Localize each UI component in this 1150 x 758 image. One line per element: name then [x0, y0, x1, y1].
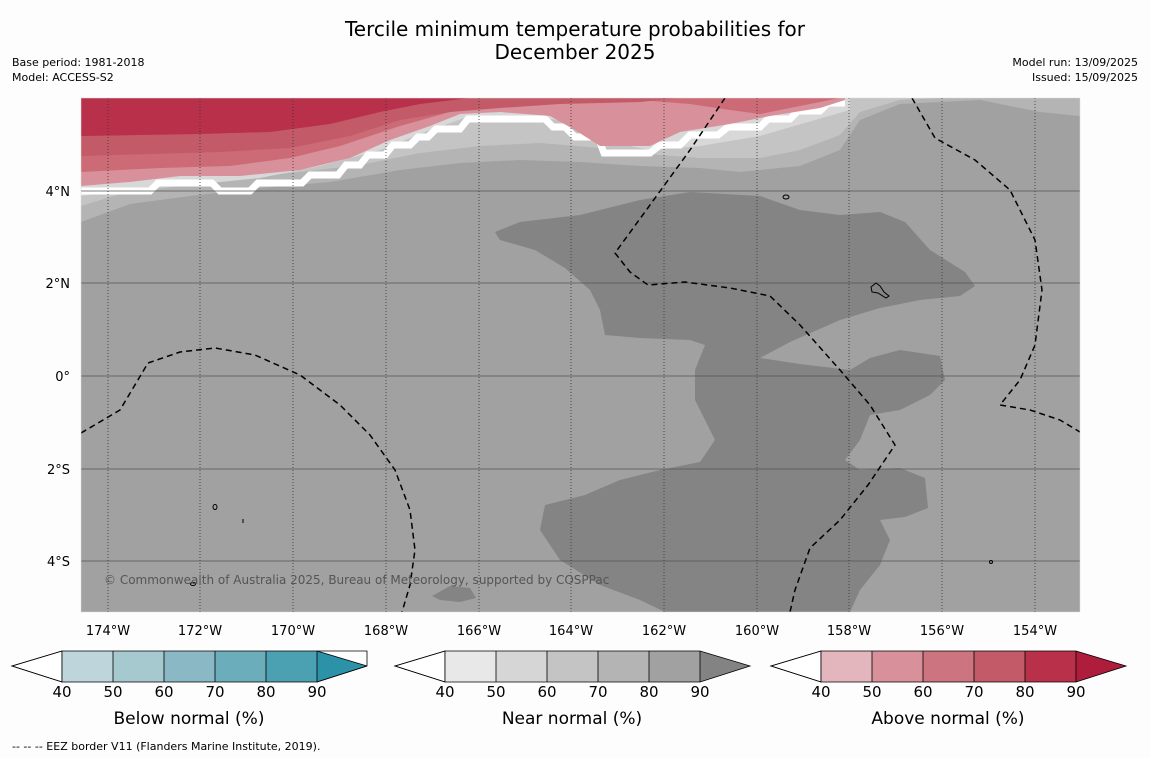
- no-signal-gap: [81, 99, 845, 195]
- cbar-above-swatch: [872, 651, 923, 682]
- cbar-near-swatch: [598, 651, 649, 682]
- colorbar-below-title: Below normal (%): [113, 709, 265, 729]
- island-d: [989, 560, 993, 564]
- cbar-tick: 70: [205, 683, 225, 701]
- cbar-tick: 40: [52, 683, 72, 701]
- cbar-below-swatch: [266, 651, 317, 682]
- lon-label: 166°W: [457, 624, 501, 639]
- cbar-near-swatch: [445, 651, 496, 682]
- lat-label: 2°S: [47, 463, 70, 478]
- island-b: [212, 504, 218, 510]
- islands: [190, 194, 993, 586]
- meta-left: Base period: 1981-2018 Model: ACCESS-S2: [12, 55, 144, 85]
- cbar-below-swatch: [215, 651, 266, 682]
- latitude-labels: 4°N 2°N 0° 2°S 4°S: [46, 185, 71, 570]
- base-period: Base period: 1981-2018: [12, 56, 145, 69]
- lat-label: 2°N: [46, 277, 71, 292]
- cbar-above-swatch: [1076, 651, 1126, 682]
- lon-label: 164°W: [549, 624, 593, 639]
- cbar-tick: 50: [103, 683, 123, 701]
- cbar-near-swatch: [496, 651, 547, 682]
- lon-label: 172°W: [178, 624, 222, 639]
- eez-border-west: [81, 347, 416, 612]
- cbar-tick: 80: [1015, 683, 1035, 701]
- colorbar-near-normal: [393, 650, 752, 683]
- eez-borders: [81, 98, 1080, 612]
- cbar-tick: 60: [154, 683, 174, 701]
- cbar-above-swatch: [1025, 651, 1076, 682]
- cbar-tick: 60: [537, 683, 557, 701]
- cbar-above-swatch: [974, 651, 1025, 682]
- longitude-labels: 174°W 172°W 170°W 168°W 166°W 164°W 162°…: [86, 624, 1057, 639]
- cbar-tick: 40: [811, 683, 831, 701]
- lon-label: 170°W: [271, 624, 315, 639]
- lon-label: 158°W: [827, 624, 871, 639]
- cbar-tick: 50: [486, 683, 506, 701]
- cbar-tick: 80: [256, 683, 276, 701]
- copyright-notice: © Commonwealth of Australia 2025, Bureau…: [104, 573, 609, 587]
- cbar-tick: 70: [964, 683, 984, 701]
- near-normal-90-islet: [432, 586, 476, 602]
- lat-label: 0°: [55, 370, 70, 385]
- island-kiritimati: [870, 282, 890, 299]
- lon-label: 154°W: [1013, 624, 1057, 639]
- cbar-below-swatch: [317, 651, 367, 682]
- cbar-near-swatch: [700, 651, 750, 682]
- island-a: [782, 194, 790, 200]
- map-title: Tercile minimum temperature probabilitie…: [344, 17, 806, 64]
- eez-legend-note: -- -- -- EEZ border V11 (Flanders Marine…: [12, 740, 321, 753]
- colorbar-above-title: Above normal (%): [871, 709, 1025, 729]
- cbar-above-swatch: [821, 651, 872, 682]
- cbar-tick: 80: [639, 683, 659, 701]
- cbar-below-swatch: [62, 651, 113, 682]
- cbar-tick: 60: [913, 683, 933, 701]
- cbar-above-swatch: [923, 651, 974, 682]
- lon-label: 156°W: [920, 624, 964, 639]
- lon-label: 160°W: [735, 624, 779, 639]
- near-normal-90-region: [495, 192, 975, 612]
- island-c: [190, 582, 196, 586]
- cbar-tick: 90: [1066, 683, 1086, 701]
- eez-border-east: [911, 98, 1080, 433]
- lon-label: 174°W: [86, 624, 130, 639]
- colorbar-near-title: Near normal (%): [501, 709, 643, 729]
- cbar-tick: 40: [435, 683, 455, 701]
- lat-label: 4°N: [46, 185, 71, 200]
- cbar-tick: 70: [588, 683, 608, 701]
- map-frame: [80, 97, 1081, 613]
- cbar-tick: 90: [690, 683, 710, 701]
- lon-label: 162°W: [642, 624, 686, 639]
- issued-date: Issued: 15/09/2025: [1031, 71, 1138, 84]
- colorbar-above-normal: [769, 650, 1128, 683]
- cbar-below-swatch: [113, 651, 164, 682]
- graticule: [81, 98, 1080, 612]
- eez-border-central: [614, 98, 896, 612]
- colorbar-below-normal: [10, 650, 368, 683]
- lon-label: 168°W: [364, 624, 408, 639]
- model-run: Model run: 13/09/2025: [1012, 56, 1138, 69]
- cbar-near-swatch: [649, 651, 700, 682]
- cbar-tick: 90: [307, 683, 327, 701]
- cbar-near-swatch: [547, 651, 598, 682]
- above-normal-80-band: [81, 98, 470, 136]
- model-name: Model: ACCESS-S2: [12, 71, 114, 84]
- lat-label: 4°S: [47, 555, 70, 570]
- cbar-tick: 50: [862, 683, 882, 701]
- probability-field: [81, 98, 1080, 612]
- meta-right: Model run: 13/09/2025 Issued: 15/09/2025: [1012, 55, 1138, 85]
- cbar-below-swatch: [164, 651, 215, 682]
